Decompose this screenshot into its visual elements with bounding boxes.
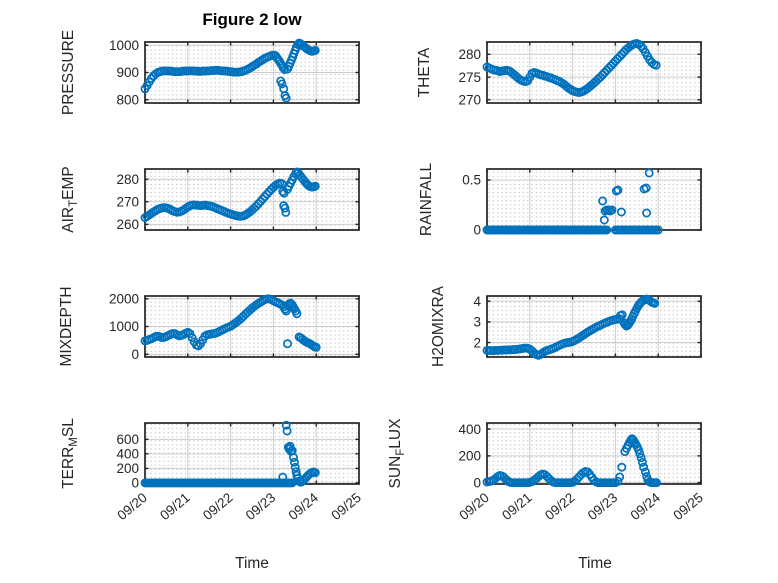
svg-text:09/22: 09/22 xyxy=(542,490,578,523)
subplot-theta: 270 275 280 THETA xyxy=(416,38,702,108)
svg-text:3: 3 xyxy=(473,315,481,330)
svg-text:09/24: 09/24 xyxy=(286,490,322,524)
subplot-sun_flux: 0 200 400 09/20 09/21 09/22 09/23 09/24 09/25 SUN… xyxy=(387,418,706,523)
axes-box-and-ticks xyxy=(144,168,360,231)
y-axis-label-sun_flux: SUNFLUX xyxy=(387,418,407,489)
svg-text:270: 270 xyxy=(458,93,481,108)
y-tick-labels: 0 1000 2000 xyxy=(109,291,139,361)
data-points xyxy=(482,294,660,360)
svg-text:09/23: 09/23 xyxy=(585,490,621,523)
svg-text:2000: 2000 xyxy=(109,291,139,306)
subplot-pressure: 800 900 1000 PRESSURE xyxy=(60,30,360,115)
svg-text:280: 280 xyxy=(458,47,481,62)
subplot-mixdepth: 0 1000 2000 MIXDEPTH xyxy=(58,286,360,367)
data-points xyxy=(482,168,663,235)
axes-box-and-ticks xyxy=(486,41,702,104)
data-points xyxy=(140,38,320,103)
y-tick-labels: 270 275 280 xyxy=(458,47,481,108)
svg-text:09/21: 09/21 xyxy=(157,490,193,523)
svg-text:09/23: 09/23 xyxy=(243,490,279,523)
svg-text:2: 2 xyxy=(473,335,481,350)
svg-text:900: 900 xyxy=(116,65,139,80)
svg-text:400: 400 xyxy=(116,447,139,462)
y-tick-labels: 0 200 400 xyxy=(458,422,481,491)
svg-text:0: 0 xyxy=(131,347,139,362)
svg-text:1000: 1000 xyxy=(109,319,139,334)
svg-text:0: 0 xyxy=(473,223,481,238)
data-points xyxy=(140,167,320,223)
minor-grid xyxy=(145,169,359,230)
y-axis-label-terr_msl: TERRMSL xyxy=(60,418,80,489)
svg-text:09/22: 09/22 xyxy=(200,490,236,523)
y-tick-labels: 00.5 xyxy=(462,173,481,238)
svg-text:09/20: 09/20 xyxy=(456,490,492,523)
subplot-h2omixra: 2 3 4 H2OMIXRA xyxy=(430,285,702,367)
x-tick-labels: 09/20 09/21 09/22 09/23 09/24 09/25 xyxy=(456,490,706,524)
y-tick-labels: 2 3 4 xyxy=(473,294,481,350)
data-points xyxy=(482,434,661,488)
svg-text:09/21: 09/21 xyxy=(499,490,535,523)
subplot-air_temp: 260 270 280 AIRTEMP xyxy=(60,166,360,233)
svg-text:260: 260 xyxy=(116,217,139,232)
svg-text:200: 200 xyxy=(116,461,139,476)
minor-grid xyxy=(487,169,701,230)
svg-text:09/24: 09/24 xyxy=(628,490,664,524)
x-axis-title-right: Time xyxy=(578,555,612,572)
svg-text:275: 275 xyxy=(458,70,481,85)
svg-text:0: 0 xyxy=(473,475,481,490)
y-axis-label-air_temp: AIRTEMP xyxy=(60,166,80,232)
x-tick-labels: 09/20 09/21 09/22 09/23 09/24 09/25 xyxy=(114,490,364,524)
x-axis-title-left: Time xyxy=(235,555,269,572)
figure-title: Figure 2 low xyxy=(202,10,302,29)
svg-text:4: 4 xyxy=(473,294,481,309)
y-axis-label-rainfall: RAINFALL xyxy=(418,163,435,237)
svg-text:09/25: 09/25 xyxy=(328,490,364,523)
svg-text:1000: 1000 xyxy=(109,38,139,53)
svg-text:0: 0 xyxy=(131,476,139,491)
y-axis-label-theta: THETA xyxy=(416,47,433,97)
svg-text:0.5: 0.5 xyxy=(462,173,481,188)
data-points xyxy=(140,294,321,352)
y-axis-label-mixdepth: MIXDEPTH xyxy=(58,286,75,366)
data-points xyxy=(482,38,661,97)
y-axis-label-pressure: PRESSURE xyxy=(60,30,77,115)
svg-text:200: 200 xyxy=(458,449,481,464)
y-axis-label-h2omixra: H2OMIXRA xyxy=(430,285,447,367)
svg-text:800: 800 xyxy=(116,92,139,107)
data-points xyxy=(140,420,320,488)
svg-text:400: 400 xyxy=(458,422,481,437)
svg-text:270: 270 xyxy=(116,194,139,209)
y-tick-labels: 800 900 1000 xyxy=(109,38,139,107)
svg-text:09/25: 09/25 xyxy=(670,490,706,523)
y-tick-labels: 260 270 280 xyxy=(116,172,139,232)
axes-box-and-ticks xyxy=(144,41,360,104)
minor-grid xyxy=(487,42,701,103)
svg-text:09/20: 09/20 xyxy=(114,490,150,523)
svg-text:600: 600 xyxy=(116,432,139,447)
svg-text:280: 280 xyxy=(116,172,139,187)
